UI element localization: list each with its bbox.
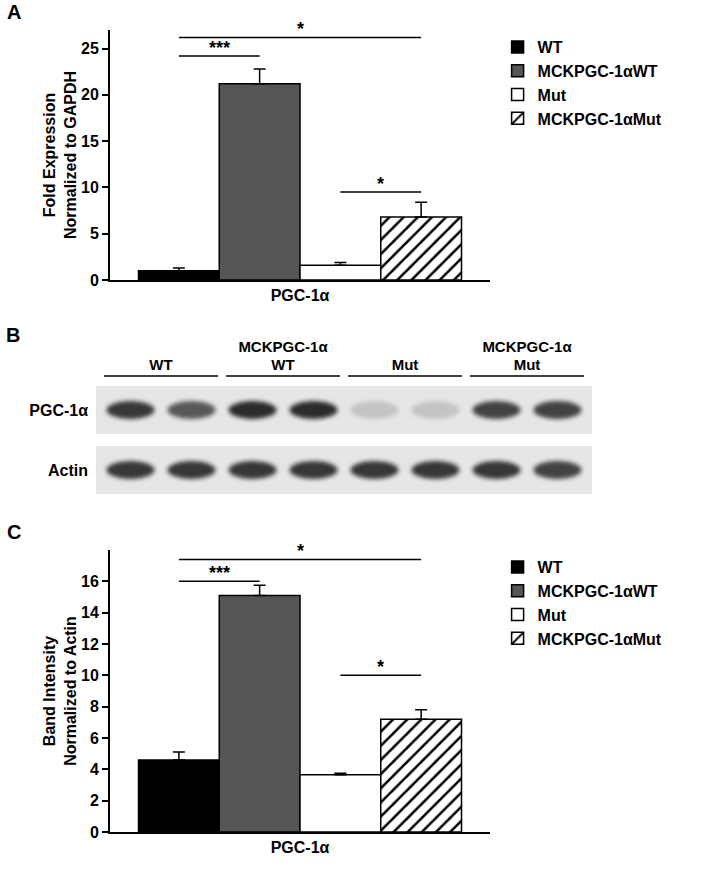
svg-text:10: 10 xyxy=(81,667,99,684)
svg-text:0: 0 xyxy=(90,272,99,289)
svg-text:Fold ExpressionNormalized to G: Fold ExpressionNormalized to GAPDH xyxy=(41,71,79,239)
svg-text:MCKPGC-1αMut: MCKPGC-1αMut xyxy=(538,111,662,128)
svg-text:0: 0 xyxy=(90,824,99,841)
svg-text:MCKPGC-1α: MCKPGC-1α xyxy=(482,338,572,355)
svg-text:B: B xyxy=(6,324,20,346)
svg-text:PGC-1α: PGC-1α xyxy=(271,287,330,304)
svg-text:20: 20 xyxy=(81,86,99,103)
svg-text:MCKPGC-1αWT: MCKPGC-1αWT xyxy=(538,583,658,600)
svg-text:5: 5 xyxy=(90,225,99,242)
svg-text:A: A xyxy=(7,1,21,23)
svg-text:WT: WT xyxy=(271,356,294,373)
svg-text:12: 12 xyxy=(81,636,99,653)
svg-text:2: 2 xyxy=(90,792,99,809)
svg-text:*: * xyxy=(297,19,304,39)
svg-text:Mut: Mut xyxy=(538,607,567,624)
svg-text:15: 15 xyxy=(81,133,99,150)
svg-text:PGC-1α: PGC-1α xyxy=(29,402,88,419)
svg-text:Actin: Actin xyxy=(48,462,88,479)
svg-text:*: * xyxy=(297,541,304,561)
svg-text:Band IntensityNormalized to Ac: Band IntensityNormalized to Actin xyxy=(41,616,79,766)
svg-text:25: 25 xyxy=(81,40,99,57)
svg-text:WT: WT xyxy=(538,559,563,576)
svg-text:4: 4 xyxy=(90,761,99,778)
svg-text:6: 6 xyxy=(90,730,99,747)
svg-text:*: * xyxy=(377,657,384,677)
svg-text:8: 8 xyxy=(90,698,99,715)
svg-text:WT: WT xyxy=(149,356,172,373)
svg-text:C: C xyxy=(7,521,21,543)
svg-text:PGC-1α: PGC-1α xyxy=(271,839,330,856)
svg-text:14: 14 xyxy=(81,604,99,621)
svg-text:Mut: Mut xyxy=(514,356,541,373)
svg-text:16: 16 xyxy=(81,573,99,590)
svg-text:Mut: Mut xyxy=(392,356,419,373)
svg-text:MCKPGC-1αWT: MCKPGC-1αWT xyxy=(538,63,658,80)
svg-text:***: *** xyxy=(209,563,230,583)
svg-text:10: 10 xyxy=(81,179,99,196)
svg-text:Mut: Mut xyxy=(538,87,567,104)
svg-text:MCKPGC-1αMut: MCKPGC-1αMut xyxy=(538,631,662,648)
svg-text:WT: WT xyxy=(538,39,563,56)
svg-text:MCKPGC-1α: MCKPGC-1α xyxy=(238,338,328,355)
svg-text:*: * xyxy=(377,174,384,194)
svg-text:***: *** xyxy=(209,38,230,58)
